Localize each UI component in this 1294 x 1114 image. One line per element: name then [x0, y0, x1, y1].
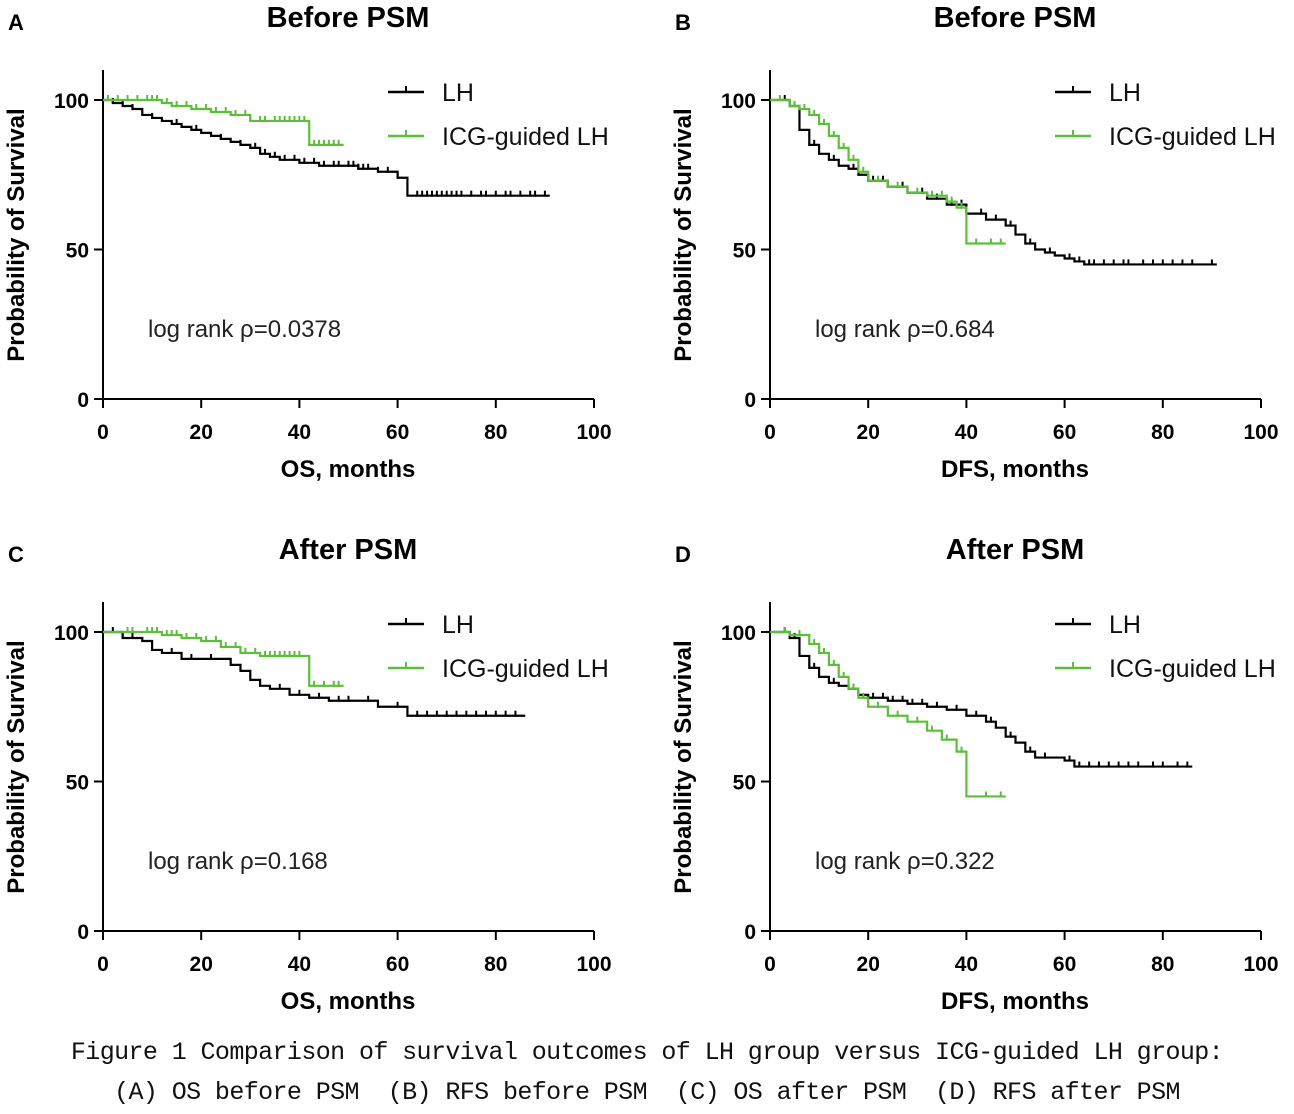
x-tick-label: 100 — [576, 953, 611, 976]
survival-curve — [770, 98, 1006, 245]
y-tick-label: 100 — [54, 90, 89, 113]
legend-label: LH — [442, 79, 474, 107]
x-tick-label: 20 — [857, 953, 880, 976]
legend-item: ICG-guided LH — [388, 655, 609, 683]
series-icg-guided-lh — [770, 627, 1006, 798]
figure-caption-line-2: (A) OS before PSM (B) RFS before PSM (C)… — [114, 1078, 1180, 1107]
x-tick-label: 100 — [1243, 421, 1278, 444]
x-axis-title: OS, months — [281, 988, 416, 1015]
chart-title: Before PSM — [267, 2, 430, 34]
x-tick-label: 20 — [857, 421, 880, 444]
series-icg-guided-lh — [103, 95, 344, 146]
x-tick-label: 40 — [288, 421, 311, 444]
figure-panels: A Before PSM 0 20 40 60 80 100 0 50 100 OS, months P… — [3, 2, 1279, 1015]
legend-label: ICG-guided LH — [1109, 123, 1276, 151]
x-tick-label: 60 — [386, 421, 409, 444]
series-icg-guided-lh — [103, 627, 344, 687]
legend-label: LH — [1109, 79, 1141, 107]
survival-curve — [103, 630, 526, 717]
x-tick-label: 80 — [1151, 421, 1174, 444]
legend-label: ICG-guided LH — [442, 123, 609, 151]
series-lh — [103, 627, 526, 717]
survival-curve — [103, 98, 344, 146]
x-tick-label: 60 — [1053, 421, 1076, 444]
series-lh — [770, 627, 1193, 768]
y-tick-label: 0 — [77, 921, 89, 944]
log-rank-annotation: log rank ρ=0.684 — [815, 316, 995, 343]
legend-item: LH — [1055, 611, 1141, 639]
legend-label: LH — [442, 611, 474, 639]
x-axis-title: DFS, months — [941, 456, 1089, 483]
x-tick-label: 0 — [764, 421, 776, 444]
y-axis-title: Probability of Survival — [3, 640, 30, 893]
y-tick-label: 0 — [744, 921, 756, 944]
y-tick-label: 50 — [66, 772, 89, 795]
legend-label: LH — [1109, 611, 1141, 639]
y-tick-label: 0 — [77, 389, 89, 412]
x-tick-label: 80 — [484, 953, 507, 976]
panel-c: C After PSM 0 20 40 60 80 100 0 50 100 OS, months Pr… — [3, 534, 612, 1015]
survival-curve — [770, 630, 1006, 798]
survival-curve — [103, 630, 344, 687]
log-rank-annotation: log rank ρ=0.322 — [815, 848, 995, 875]
x-tick-label: 0 — [97, 421, 109, 444]
x-tick-label: 60 — [386, 953, 409, 976]
legend-label: ICG-guided LH — [1109, 655, 1276, 683]
series-lh — [770, 95, 1217, 266]
legend-item: ICG-guided LH — [1055, 123, 1276, 151]
legend-item: LH — [388, 611, 474, 639]
figure-caption-line-1: Figure 1 Comparison of survival outcomes… — [70, 1038, 1224, 1067]
y-axis-title: Probability of Survival — [670, 108, 697, 361]
x-tick-label: 40 — [955, 421, 978, 444]
chart-title: Before PSM — [934, 2, 1097, 34]
x-tick-label: 80 — [484, 421, 507, 444]
x-tick-label: 60 — [1053, 953, 1076, 976]
panel-a: A Before PSM 0 20 40 60 80 100 0 50 100 OS, months P… — [3, 2, 612, 483]
x-axis-title: OS, months — [281, 456, 416, 483]
x-tick-label: 80 — [1151, 953, 1174, 976]
panel-label: B — [675, 10, 691, 35]
survival-curve — [103, 98, 550, 197]
y-tick-label: 100 — [721, 90, 756, 113]
x-tick-label: 40 — [955, 953, 978, 976]
series-icg-guided-lh — [770, 95, 1006, 245]
legend-label: ICG-guided LH — [442, 655, 609, 683]
panel-label: A — [8, 10, 24, 35]
y-tick-label: 100 — [54, 622, 89, 645]
y-tick-label: 50 — [733, 240, 756, 263]
y-tick-label: 100 — [721, 622, 756, 645]
chart-title: After PSM — [946, 534, 1085, 566]
legend-item: ICG-guided LH — [388, 123, 609, 151]
x-axis-title: DFS, months — [941, 988, 1089, 1015]
x-tick-label: 20 — [190, 421, 213, 444]
y-tick-label: 50 — [733, 772, 756, 795]
panel-b: B Before PSM 0 20 40 60 80 100 0 50 100 DFS, months… — [670, 2, 1279, 483]
x-tick-label: 100 — [576, 421, 611, 444]
y-tick-label: 0 — [744, 389, 756, 412]
log-rank-annotation: log rank ρ=0.0378 — [148, 316, 341, 343]
y-axis-title: Probability of Survival — [3, 108, 30, 361]
x-tick-label: 100 — [1243, 953, 1278, 976]
legend-item: LH — [388, 79, 474, 107]
x-tick-label: 0 — [97, 953, 109, 976]
legend-item: LH — [1055, 79, 1141, 107]
chart-title: After PSM — [279, 534, 418, 566]
panel-label: C — [8, 542, 24, 567]
x-tick-label: 20 — [190, 953, 213, 976]
log-rank-annotation: log rank ρ=0.168 — [148, 848, 328, 875]
x-tick-label: 40 — [288, 953, 311, 976]
panel-label: D — [675, 542, 691, 567]
y-tick-label: 50 — [66, 240, 89, 263]
legend-item: ICG-guided LH — [1055, 655, 1276, 683]
panel-d: D After PSM 0 20 40 60 80 100 0 50 100 DFS, months P… — [670, 534, 1279, 1015]
survival-curve — [770, 630, 1193, 768]
x-tick-label: 0 — [764, 953, 776, 976]
y-axis-title: Probability of Survival — [670, 640, 697, 893]
